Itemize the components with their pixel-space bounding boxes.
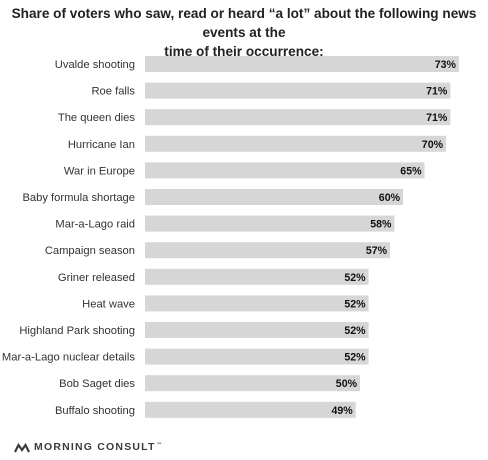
category-label-baby-formula-shortage: Baby formula shortage [22,192,135,204]
bar-campaign-season [145,242,391,259]
bar-roe-falls [145,82,451,99]
category-labels-layer: Uvalde shooting Roe falls The queen dies Hu… [2,59,135,417]
bar-heat-wave [145,295,369,312]
bar-baby-formula-shortage [145,189,403,205]
value-label-mar-a-lago-raid: 58% [370,219,392,231]
bar-buffalo-shooting [145,401,356,418]
category-label-campaign-season: Campaign season [45,245,135,257]
value-label-baby-formula-shortage: 60% [379,192,401,204]
bar-bob-saget-dies [145,375,360,392]
value-label-war-in-europe: 65% [400,165,422,177]
bar-chart: Uvalde shooting Roe falls The queen dies Hu… [2,56,459,418]
category-label-buffalo-shooting: Buffalo shooting [55,405,135,417]
bar-the-queen-dies [145,109,451,126]
value-label-roe-falls: 71% [426,86,448,98]
value-labels-layer: 73% 71% 71% 70% 65% 60% 58% 57% 52% 52% 52% 52% 50% 4… [331,59,456,417]
morning-consult-logo-icon [14,442,30,452]
category-label-heat-wave: Heat wave [82,298,135,310]
category-label-war-in-europe: War in Europe [64,165,135,177]
value-label-uvalde-shooting: 73% [435,59,457,71]
value-label-griner-released: 52% [344,272,366,284]
value-label-campaign-season: 57% [366,245,388,257]
bar-uvalde-shooting [145,56,459,72]
value-label-buffalo-shooting: 49% [331,405,353,417]
category-label-uvalde-shooting: Uvalde shooting [55,59,135,71]
bars-layer [145,56,459,418]
value-label-hurricane-ian: 70% [422,139,444,151]
brand-footer: MORNING CONSULT™ [14,440,163,454]
category-label-bob-saget-dies: Bob Saget dies [59,378,135,390]
bar-mar-a-lago-nuclear-details [145,348,369,365]
category-label-highland-park-shooting: Highland Park shooting [19,325,135,337]
value-label-the-queen-dies: 71% [426,112,448,124]
category-label-mar-a-lago-raid: Mar-a-Lago raid [55,219,135,231]
brand-trademark: ™ [156,441,163,448]
bar-war-in-europe [145,162,425,179]
value-label-mar-a-lago-nuclear-details: 52% [344,352,366,364]
bar-highland-park-shooting [145,322,369,338]
bar-hurricane-ian [145,135,446,152]
value-label-bob-saget-dies: 50% [336,378,358,390]
category-label-roe-falls: Roe falls [91,86,135,98]
brand-name-text: MORNING CONSULT [34,441,156,453]
category-label-griner-released: Griner released [58,272,135,284]
category-label-hurricane-ian: Hurricane Ian [68,139,135,151]
category-label-mar-a-lago-nuclear-details: Mar-a-Lago nuclear details [2,352,135,364]
value-label-highland-park-shooting: 52% [344,325,366,337]
chart-title-line-2: time of their occurrence: [164,44,324,59]
category-label-the-queen-dies: The queen dies [58,112,136,124]
brand-name: MORNING CONSULT™ [34,441,163,453]
chart-title: Share of voters who saw, read or heard “… [8,4,480,61]
chart-title-line-1: Share of voters who saw, read or heard “… [11,6,477,40]
bar-griner-released [145,268,369,285]
bar-mar-a-lago-raid [145,215,395,232]
value-label-heat-wave: 52% [344,298,366,310]
